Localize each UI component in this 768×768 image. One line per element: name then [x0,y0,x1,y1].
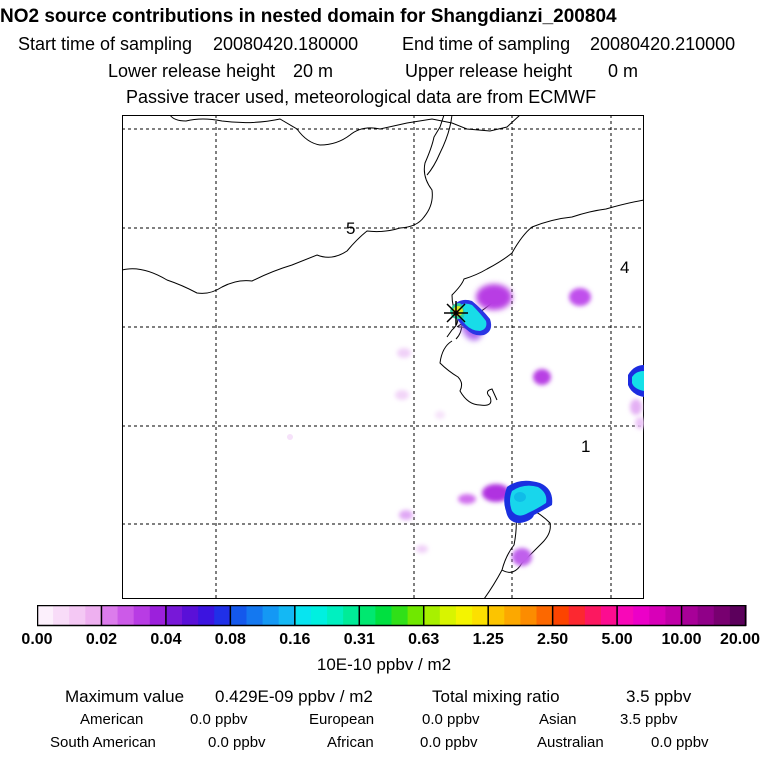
african-value: 0.0 ppbv [420,734,478,751]
colorbar-tick-label: 1.25 [472,631,504,648]
upper-height-label: Upper release height [405,61,573,81]
colorbar-cell [488,605,505,626]
concentration-plumes [287,284,644,566]
colorbar-cell [455,605,473,626]
colorbar-cell [214,605,231,626]
colorbar-tick-label: 0.63 [408,631,440,648]
colorbar-tick-label: 0.04 [150,631,182,648]
lower-height-label: Lower release height [108,61,276,81]
colorbar-tick-label: 0.02 [85,631,118,648]
colorbar-cell [278,605,296,626]
liaoning-coast-g [451,199,644,316]
max-value: 0.429E-09 ppbv / m2 [215,687,373,706]
american-value: 0.0 ppbv [190,711,248,728]
colorbar-cell [246,605,264,626]
release-site-marker [444,301,468,325]
region-label-4: 4 [620,258,629,277]
colorbar-cell [230,605,248,626]
colorbar-cell [600,605,618,626]
region-label-5: 5 [346,219,355,238]
colorbar-tick-label: 0.08 [214,631,246,648]
colorbar-cell [53,605,70,626]
colorbar-cell [407,605,425,626]
upper-height-value: 0 m [608,61,639,81]
colorbar-cell [439,605,457,626]
colorbar-cell [149,605,167,626]
colorbar-cell [633,605,650,626]
colorbar-cell [359,605,376,626]
colorbar-cell [375,605,393,626]
colorbar-tick-label: 0.00 [21,631,53,648]
tracer-note: Passive tracer used, meteorological data… [126,87,597,107]
colorbar-cell [262,605,280,626]
colorbar-cell [310,605,328,626]
colorbar-cell [520,605,538,626]
colorbar-cell [713,605,731,626]
african-label: African [327,734,374,751]
asian-value: 3.5 ppbv [620,711,678,728]
colorbar-tick-label: 2.50 [537,631,569,648]
colorbar-tick-label: 0.31 [343,631,375,648]
colorbar-tick-label: 10.00 [661,631,702,648]
colorbar-cell [294,605,312,626]
northern-border [169,115,521,146]
colorbar-units: 10E-10 ppbv / m2 [316,655,452,674]
colorbar-cell [101,605,119,626]
south-american-value: 0.0 ppbv [208,734,266,751]
colorbar-cell [568,605,586,626]
lat-lon-grid [122,115,644,599]
end-time-value: 20080420.210000 [590,34,736,54]
colorbar-cell [697,605,715,626]
colorbar-cell [165,605,183,626]
colorbar-cell [327,605,344,626]
south-american-label: South American [50,734,156,751]
colorbar-cell [536,605,554,626]
end-time-label: End time of sampling [402,34,571,54]
colorbar-cell [85,605,103,626]
lower-height-value: 20 m [293,61,334,81]
map-frame [122,115,644,599]
colorbar-cell [649,605,667,626]
total-mixing-label: Total mixing ratio [432,687,560,706]
total-mixing-value: 3.5 ppbv [626,687,692,706]
colorbar-cell [681,605,699,626]
colorbar-cell [133,605,151,626]
colorbar-cell [504,605,522,626]
colorbar-cell [343,605,360,626]
colorbar-cell [472,605,489,626]
start-time-label: Start time of sampling [18,34,193,54]
colorbar-cell [552,605,570,626]
colorbar-cell [423,605,441,626]
european-value: 0.0 ppbv [422,711,480,728]
colorbar-cell [182,605,199,626]
border-north-segment [426,115,453,176]
start-time-value: 20080420.180000 [213,34,359,54]
colorbar-cell [584,605,602,626]
colorbar-cell [37,605,54,626]
colorbar-cell [198,605,215,626]
colorbar-cell [665,605,683,626]
european-label: European [309,711,375,728]
colorbar-tick-label: 0.16 [279,631,311,648]
asian-label: Asian [539,711,577,728]
australian-label: Australian [537,734,604,751]
colorbar-cell [729,605,747,626]
colorbar-cell [391,605,409,626]
max-value-label: Maximum value [65,687,185,706]
shandong-border [439,340,498,406]
australian-value: 0.0 ppbv [651,734,709,751]
figure-title: NO2 source contributions in nested domai… [0,6,617,27]
american-label: American [80,711,144,728]
colorbar-tick-label: 5.00 [601,631,633,648]
region-label-1: 1 [581,437,590,456]
coast-south [483,569,503,599]
colorbar-cell [69,605,86,626]
colorbar [37,605,747,627]
colorbar-tick-label: 20.00 [719,631,761,648]
concentration-map: 5 4 1 [122,115,644,599]
colorbar-cell [117,605,135,626]
colorbar-cell [617,605,634,626]
coastline-bohai [122,115,445,294]
